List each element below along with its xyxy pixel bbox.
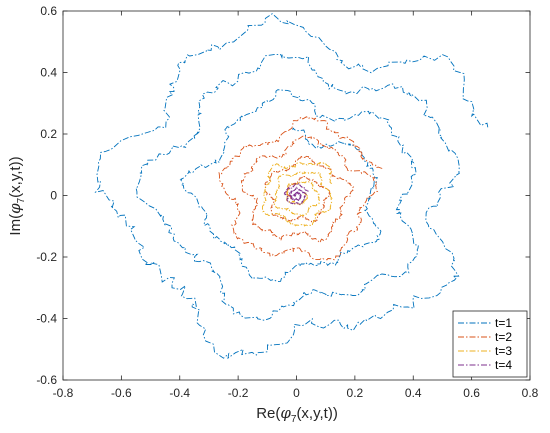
y-axis-label: Im(φ7(x,y,t)) [6,156,27,235]
legend-label: t=1 [495,316,512,330]
legend-item: t=4 [458,358,512,372]
y-tick-label: 0.4 [40,66,57,80]
x-tick-label: -0.8 [53,386,74,400]
legend-box [452,310,528,378]
series-line [261,161,333,227]
legend-item: t=3 [458,344,512,358]
series-t4 [283,182,309,206]
series-line [218,116,383,261]
legend: t=1t=2t=3t=4 [452,310,528,378]
x-tick-label: 0.4 [405,386,422,400]
series-t1 [94,13,489,360]
x-tick-label: -0.6 [111,386,132,400]
legend-label: t=3 [495,344,512,358]
series-line [283,182,309,206]
legend-label: t=4 [495,358,512,372]
series-t2 [218,116,383,261]
y-tick-label: 0 [50,189,57,203]
x-tick-label: -0.2 [228,386,249,400]
series-layer [94,13,489,360]
y-tick-label: 0.6 [40,4,57,18]
x-tick-label: 0.8 [522,386,539,400]
x-tick-label: 0.2 [347,386,364,400]
series-t3 [261,161,333,227]
x-tick-label: 0 [293,386,300,400]
series-line [94,13,489,360]
x-tick-label: 0.6 [463,386,480,400]
x-tick-label: -0.4 [169,386,190,400]
y-tick-label: 0.2 [40,127,57,141]
x-axis-label: Re(φ7(x,y,t)) [256,404,338,425]
y-tick-label: -0.4 [36,312,57,326]
legend-label: t=2 [495,330,512,344]
y-tick-label: -0.6 [36,373,57,387]
y-tick-label: -0.2 [36,250,57,264]
ticks-layer: -0.8 -0.6 -0.4 -0.2 0 0.2 0.4 0.6 0.8-0.6-0.4-0.… [36,4,538,400]
legend-item: t=1 [458,316,512,330]
legend-item: t=2 [458,330,512,344]
